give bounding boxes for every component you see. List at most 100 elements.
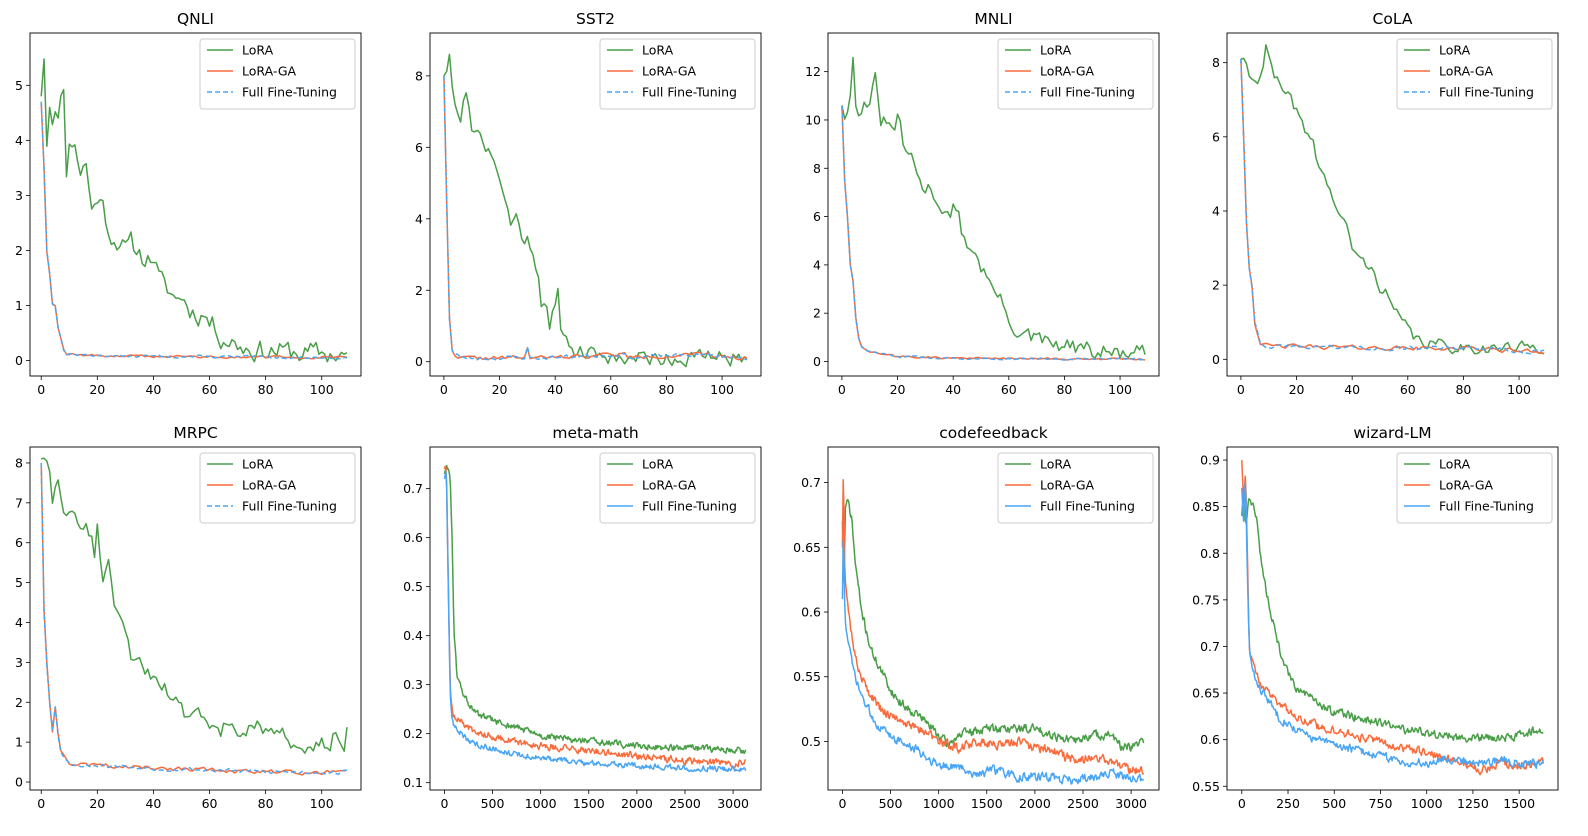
y-tick-label: 4 [813,257,821,272]
x-tick-label: 100 [1108,382,1132,397]
series-line-full-fine-tuning [841,540,1145,785]
axes-frame [1226,32,1559,377]
y-tick-label: 0 [1212,352,1220,367]
x-tick-label: 0 [1238,796,1246,811]
legend-label: LoRA [1439,457,1471,472]
x-tick-label: 0 [37,796,45,811]
legend-box [599,452,756,524]
legend-box [199,452,356,524]
legend-label: LoRA [242,43,274,58]
series-line-lora [443,464,747,755]
series-line-lora [1240,44,1545,355]
series-line-full-fine-tuning [443,471,747,773]
x-tick-label: 1250 [1457,796,1489,811]
subplot-qnli: QNLI 0 20 40 60 80 100 0 1 2 3 4 5 LoRA LoRA-GA Full Fi… [15,10,362,397]
x-tick-label: 1000 [1411,796,1443,811]
y-tick-label: 6 [15,535,23,550]
y-tick-label: 8 [15,455,23,470]
x-tick-label: 60 [1400,382,1416,397]
legend: LoRA LoRA-GA Full Fine-Tuning [1396,452,1553,524]
legend-label: Full Fine-Tuning [1439,85,1534,100]
subplot-title: codefeedback [939,424,1048,442]
x-tick-label: 60 [1001,382,1017,397]
series-group [443,464,747,773]
axes-frame [429,32,762,377]
y-tick-label: 6 [415,140,423,155]
subplot-cola: CoLA 0 20 40 60 80 100 0 2 4 6 8 LoRA LoRA-GA Full Fin… [1212,10,1559,397]
x-tick-label: 20 [890,382,906,397]
y-tick-label: 12 [805,64,821,79]
legend-box [199,38,356,110]
axes-frame [29,32,362,377]
subplot-meta-math: meta-math 0 500 1000 1500 2000 2500 3000 0.1 0.2 0… [403,424,762,811]
x-tick-label: 2500 [669,796,701,811]
x-tick-label: 100 [310,382,334,397]
axes-frame [827,446,1160,791]
legend-label: LoRA-GA [242,64,297,79]
legend-label: LoRA-GA [1439,64,1494,79]
legend-label: LoRA [1040,457,1072,472]
x-tick-label: 80 [1455,382,1471,397]
series-line-lora-ga [443,75,748,361]
axes-frame [429,446,762,791]
y-tick-label: 0.7 [1200,639,1220,654]
legend-label: LoRA [642,457,674,472]
legend-label: LoRA-GA [1040,478,1095,493]
legend-label: LoRA-GA [242,478,297,493]
y-tick-label: 0.5 [403,579,423,594]
legend-label: Full Fine-Tuning [1439,499,1534,514]
y-tick-label: 0.6 [1200,732,1220,747]
y-tick-label: 0.55 [1192,779,1220,794]
legend: LoRA LoRA-GA Full Fine-Tuning [997,452,1154,524]
x-tick-label: 0 [1237,382,1245,397]
y-tick-label: 0.7 [403,481,423,496]
legend-label: LoRA [642,43,674,58]
legend-label: Full Fine-Tuning [242,499,337,514]
x-tick-label: 500 [481,796,505,811]
y-tick-label: 0.3 [403,677,423,692]
series-line-lora-ga [443,465,747,769]
legend-label: LoRA-GA [1040,64,1095,79]
series-line-lora-ga [841,478,1145,775]
legend-box [997,38,1154,110]
series-group [40,58,348,363]
y-tick-label: 0 [15,775,23,790]
series-group [443,53,748,368]
y-tick-label: 0.1 [403,775,423,790]
legend-label: LoRA [1040,43,1072,58]
x-tick-label: 1500 [971,796,1003,811]
y-tick-label: 0.7 [801,475,821,490]
x-tick-label: 20 [492,382,508,397]
x-tick-label: 100 [1507,382,1531,397]
x-tick-label: 500 [879,796,903,811]
subplot-title: wizard-LM [1353,424,1431,442]
legend-label: Full Fine-Tuning [1040,499,1135,514]
series-line-lora-ga [40,101,348,360]
y-tick-label: 4 [415,211,423,226]
series-line-lora-ga [1241,460,1544,776]
x-tick-label: 2500 [1067,796,1099,811]
series-line-lora-ga [1240,58,1545,355]
subplot-title: MNLI [974,10,1012,28]
y-tick-label: 0 [415,354,423,369]
axes-frame [827,32,1160,377]
legend-label: Full Fine-Tuning [642,499,737,514]
subplot-title: meta-math [552,424,638,442]
y-tick-label: 0.5 [801,734,821,749]
y-tick-label: 0.75 [1192,592,1220,607]
series-line-full-fine-tuning [443,75,748,361]
y-tick-label: 0.9 [1200,453,1220,468]
series-line-full-fine-tuning [1240,58,1545,355]
y-tick-label: 4 [15,133,23,148]
y-tick-label: 6 [1212,129,1220,144]
axes-frame [29,446,362,791]
y-tick-label: 2 [415,283,423,298]
series-line-lora [40,58,348,363]
x-tick-label: 1000 [923,796,955,811]
x-tick-label: 500 [1322,796,1346,811]
x-tick-label: 80 [658,382,674,397]
x-tick-label: 0 [838,382,846,397]
subplot-codefeedback: codefeedback 0 500 1000 1500 2000 2500 3000 0.5 0… [793,424,1160,811]
y-tick-label: 7 [15,495,23,510]
legend-label: LoRA [1439,43,1471,58]
